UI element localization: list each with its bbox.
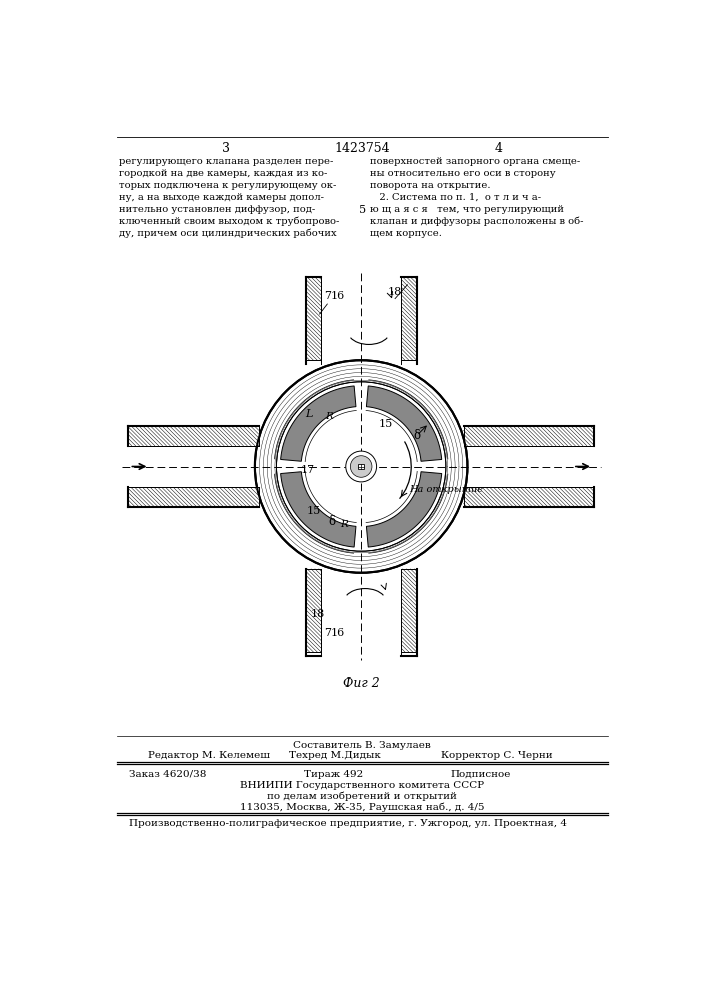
Circle shape <box>346 451 377 482</box>
Text: 15: 15 <box>379 419 393 429</box>
Text: Фиг 2: Фиг 2 <box>343 677 380 690</box>
Bar <box>402 569 416 652</box>
Bar <box>305 569 321 652</box>
Text: Подписное: Подписное <box>450 770 511 779</box>
Text: ключенный своим выходом к трубопрово-: ключенный своим выходом к трубопрово- <box>119 217 340 226</box>
Polygon shape <box>281 386 356 461</box>
Text: 16: 16 <box>331 291 345 301</box>
Text: R: R <box>340 520 348 529</box>
Text: щем корпусе.: щем корпусе. <box>370 229 442 238</box>
Text: Составитель В. Замулаев: Составитель В. Замулаев <box>293 741 431 750</box>
Text: 2. Система по п. 1,  о т л и ч а-: 2. Система по п. 1, о т л и ч а- <box>370 193 541 202</box>
Text: торых подключена к регулирующему ок-: торых подключена к регулирующему ок- <box>119 181 337 190</box>
Text: по делам изобретений и открытий: по делам изобретений и открытий <box>267 791 457 801</box>
Text: 16: 16 <box>331 628 345 638</box>
Text: клапан и диффузоры расположены в об-: клапан и диффузоры расположены в об- <box>370 217 583 226</box>
Text: 4: 4 <box>494 142 502 155</box>
Text: поверхностей запорного органа смеще-: поверхностей запорного органа смеще- <box>370 157 580 166</box>
Bar <box>128 487 259 507</box>
Text: Редактор М. Келемеш: Редактор М. Келемеш <box>148 751 270 760</box>
Bar <box>128 426 259 446</box>
Text: 1423754: 1423754 <box>334 142 390 155</box>
Text: городкой на две камеры, каждая из ко-: городкой на две камеры, каждая из ко- <box>119 169 328 178</box>
Text: 17: 17 <box>300 465 315 475</box>
Text: Заказ 4620/38: Заказ 4620/38 <box>129 770 206 779</box>
Polygon shape <box>366 386 442 461</box>
Circle shape <box>276 382 446 551</box>
Text: ду, причем оси цилиндрических рабочих: ду, причем оси цилиндрических рабочих <box>119 229 337 238</box>
Text: ю щ а я с я   тем, что регулирующий: ю щ а я с я тем, что регулирующий <box>370 205 563 214</box>
Text: ны относительно его оси в сторону: ны относительно его оси в сторону <box>370 169 555 178</box>
Bar <box>402 277 416 360</box>
Polygon shape <box>366 472 442 547</box>
Text: R: R <box>325 412 333 421</box>
Polygon shape <box>281 472 356 547</box>
Text: ВНИИПИ Государственного комитета СССР: ВНИИПИ Государственного комитета СССР <box>240 781 484 790</box>
Text: 15: 15 <box>306 506 320 516</box>
Bar <box>358 464 364 469</box>
Text: Тираж 492: Тираж 492 <box>304 770 363 779</box>
Text: нительно установлен диффузор, под-: нительно установлен диффузор, под- <box>119 205 315 214</box>
Text: Производственно-полиграфическое предприятие, г. Ужгород, ул. Проектная, 4: Производственно-полиграфическое предприя… <box>129 819 566 828</box>
Text: δ: δ <box>328 515 336 528</box>
Text: L: L <box>305 409 312 419</box>
Text: 7: 7 <box>324 628 331 638</box>
Bar <box>464 487 595 507</box>
Text: регулирующего клапана разделен пере-: регулирующего клапана разделен пере- <box>119 157 334 166</box>
Text: 18: 18 <box>310 609 325 619</box>
Text: 5: 5 <box>359 205 366 215</box>
Text: 18: 18 <box>388 287 402 297</box>
Text: 113035, Москва, Ж-35, Раушская наб., д. 4/5: 113035, Москва, Ж-35, Раушская наб., д. … <box>240 802 484 812</box>
Text: Техред М.Дидык: Техред М.Дидык <box>288 751 380 760</box>
Text: Корректор С. Черни: Корректор С. Черни <box>441 751 553 760</box>
Text: поворота на открытие.: поворота на открытие. <box>370 181 490 190</box>
Circle shape <box>351 456 372 477</box>
Text: На открытие: На открытие <box>409 485 483 494</box>
Text: δ: δ <box>413 429 420 442</box>
Bar <box>305 277 321 360</box>
Bar <box>464 426 595 446</box>
Circle shape <box>255 360 467 573</box>
Text: 3: 3 <box>223 142 230 155</box>
Text: ну, а на выходе каждой камеры допол-: ну, а на выходе каждой камеры допол- <box>119 193 325 202</box>
Text: 7: 7 <box>324 291 331 301</box>
